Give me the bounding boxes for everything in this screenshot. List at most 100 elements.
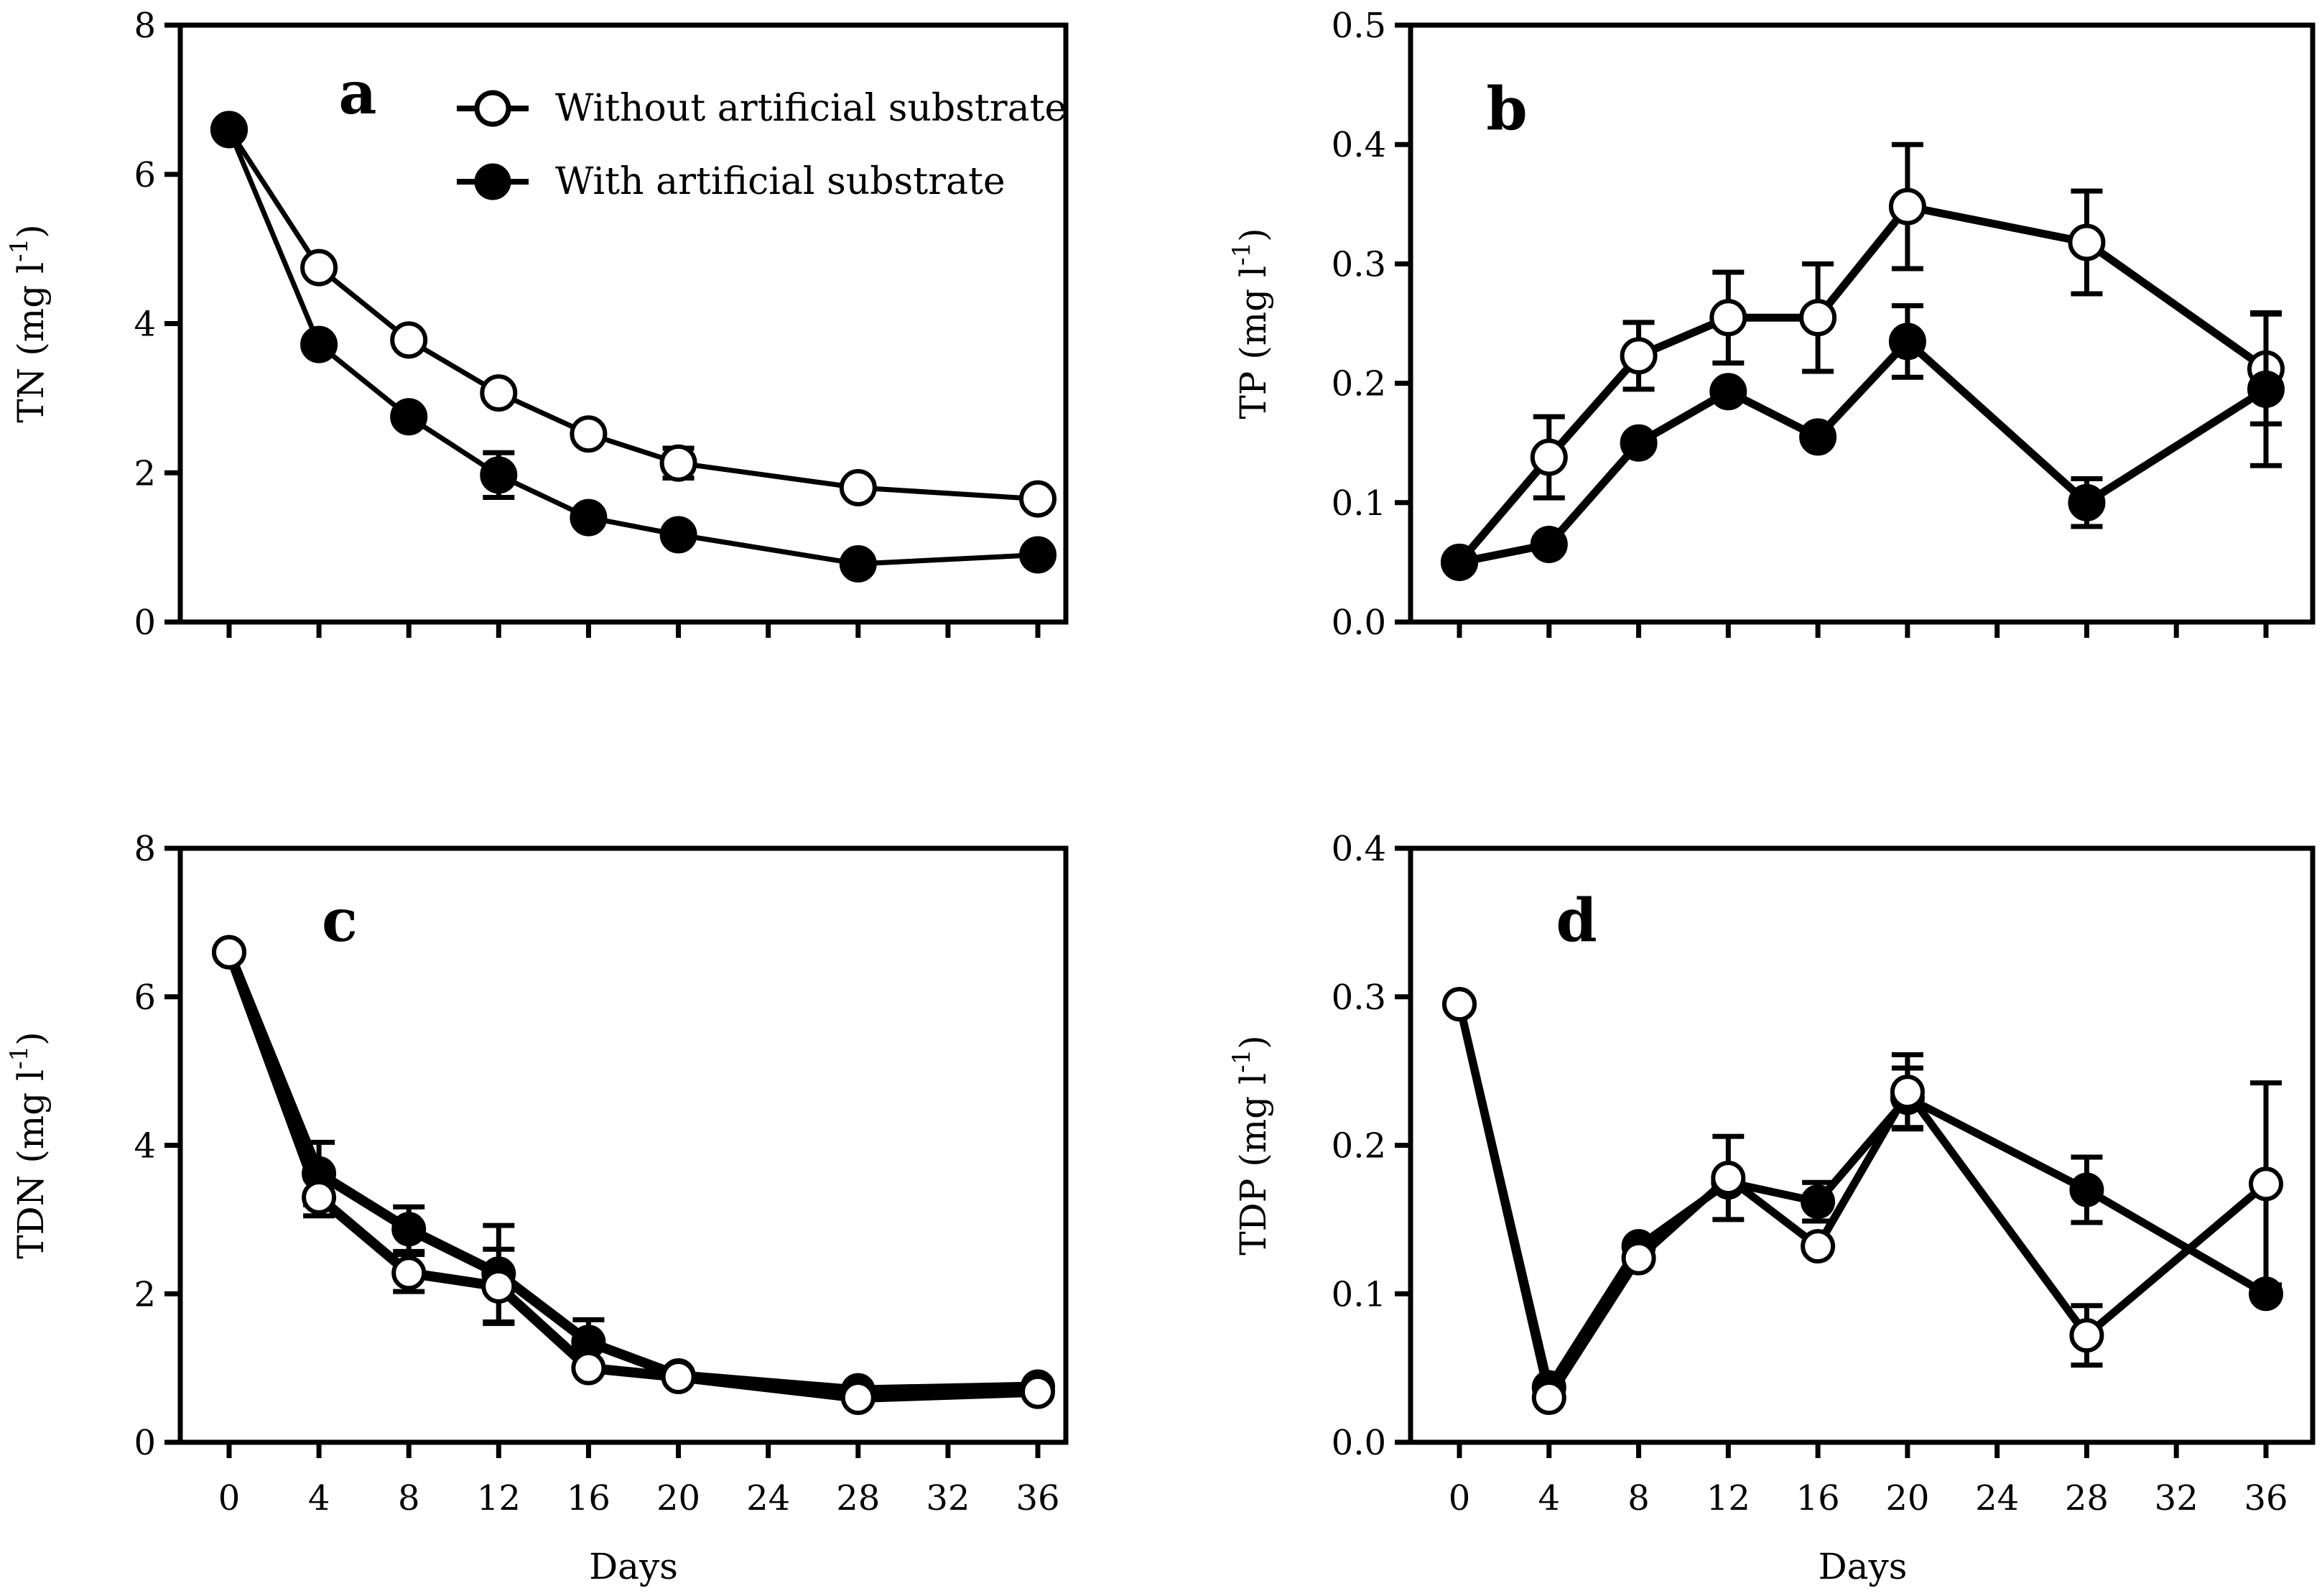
panel-c-y-title: TDN (mg l-1) <box>5 1031 52 1259</box>
panel-a-without-substrate-point <box>659 444 697 482</box>
panel-a-without-substrate-point <box>300 249 338 287</box>
panel-c-x-tick-label: 28 <box>836 1478 880 1518</box>
panel-b-without-substrate-point <box>1709 299 1747 337</box>
panel-d-x-tick-label: 16 <box>1796 1478 1840 1518</box>
legend-open-label: Without artificial substrate <box>555 87 1067 130</box>
panel-c-x-tick-label: 0 <box>218 1478 241 1518</box>
panel-b-y-tick-label: 0.4 <box>1332 125 1386 165</box>
panel-d-with-substrate-point <box>2069 1172 2104 1207</box>
panel-d-y-tick-label: 0.0 <box>1332 1423 1386 1463</box>
panel-a-without-substrate-point <box>390 321 428 359</box>
panel-d-without-substrate-point <box>1621 1240 1656 1276</box>
panel-c-label: c <box>322 886 358 955</box>
panel-d-without-substrate-point <box>2249 1166 2283 1202</box>
panel-a-without-substrate-point <box>839 469 877 506</box>
panel-d-with-substrate-point <box>1801 1184 1836 1220</box>
panel-d-x-tick-label: 4 <box>1538 1478 1561 1518</box>
panel-d-without-substrate-point <box>1890 1075 1925 1110</box>
panel-c-without-substrate-point <box>391 1256 427 1291</box>
panel-c-x-tick-label: 12 <box>477 1478 521 1518</box>
panel-b-with-substrate-point <box>2247 370 2285 408</box>
panel-b-label: b <box>1486 75 1527 144</box>
panel-a-without-substrate-point <box>480 374 518 412</box>
panel-c-x-tick-label: 8 <box>398 1478 420 1518</box>
panel-a-label: a <box>338 59 376 128</box>
panel-b-with-substrate-point <box>1441 543 1478 581</box>
panel-b-y-tick-label: 0.1 <box>1332 483 1386 524</box>
panel-b-frame <box>1408 22 2316 625</box>
panel-b-without-substrate-point <box>1620 337 1658 375</box>
panel-c-without-substrate-point <box>481 1268 516 1304</box>
panel-d: 0.0 0.1 0.2 0.3 0.4 0 4 8 12 16 20 24 28 32 36 Days TDP … <box>1227 829 2316 1587</box>
panel-a-y-tick-label: 2 <box>134 453 156 493</box>
panel-c-without-substrate-line <box>224 950 1039 1403</box>
panel-b-with-substrate-point <box>2068 483 2106 521</box>
panel-b-without-substrate-point <box>1799 299 1837 337</box>
panel-b-y-tick-label: 0.5 <box>1332 6 1386 46</box>
panel-a-y-title: TN (mg l-1) <box>5 224 52 422</box>
panel-d-x-tick-label: 12 <box>1706 1478 1750 1518</box>
panel-b-without-substrate-point <box>1530 438 1568 476</box>
panel-d-x-tick-label: 8 <box>1627 1478 1650 1518</box>
panel-c-without-substrate-point <box>571 1350 606 1386</box>
panel-c-x-tick-label: 32 <box>926 1478 970 1518</box>
panel-d-x-tick-label: 36 <box>2244 1478 2288 1518</box>
panel-a-with-substrate-point <box>390 398 428 436</box>
panel-d-y-title: TDP (mg l-1) <box>1227 1035 1274 1255</box>
panel-a-with-substrate-point <box>570 498 608 537</box>
panel-b-with-substrate-point <box>1888 323 1926 361</box>
panel-c-x-tick-label: 36 <box>1016 1478 1059 1518</box>
legend-open-marker <box>474 90 511 127</box>
panel-b-y-title: TP (mg l-1) <box>1227 228 1274 419</box>
panel-c-x-tick-label: 4 <box>308 1478 330 1518</box>
panel-c-without-substrate-point <box>212 934 246 970</box>
panel-a-y-tick-label: 4 <box>134 305 156 345</box>
panel-a-y-tick-label: 0 <box>134 603 156 643</box>
panel-a-with-substrate-point <box>480 456 518 494</box>
panel-d-x-tick-label: 28 <box>2065 1478 2109 1518</box>
panel-d-with-substrate-line <box>1455 1003 2268 1391</box>
panel-d-x-tick-label: 0 <box>1449 1478 1471 1518</box>
panel-d-without-substrate-line <box>1455 1003 2269 1402</box>
panel-a-with-substrate-point <box>1019 536 1056 574</box>
panel-a-with-substrate-point <box>300 325 338 363</box>
panel-a-with-substrate-point <box>839 545 877 583</box>
panel-a-without-substrate-point <box>570 415 608 453</box>
panel-a-y-tick-label: 8 <box>134 6 156 46</box>
panel-b-with-substrate-point <box>1709 373 1747 411</box>
panel-b: 0.0 0.1 0.2 0.3 0.4 0.5 TP (mg l-1) b <box>1227 6 2316 643</box>
panel-b-y-tick-label: 0.0 <box>1332 603 1386 643</box>
panel-c-without-substrate-point <box>840 1381 876 1415</box>
panel-c-y-tick-label: 8 <box>134 829 156 869</box>
legend: Without artificial substrate With artifi… <box>457 87 1067 203</box>
panel-c-without-substrate-point <box>302 1179 337 1215</box>
panel-b-with-substrate-point <box>1530 526 1568 563</box>
panel-b-without-substrate-point <box>1888 187 1926 226</box>
panel-d-without-substrate-point <box>1801 1229 1836 1264</box>
panel-c-x-title: Days <box>589 1546 678 1587</box>
legend-filled-label: With artificial substrate <box>555 160 1006 203</box>
panel-d-x-tick-label: 20 <box>1885 1478 1929 1518</box>
panel-d-x-tick-label: 24 <box>1975 1478 2019 1518</box>
panel-c-x-tick-label: 16 <box>567 1478 610 1518</box>
panel-a-with-substrate-line <box>226 129 1039 567</box>
panel-c-without-substrate-point <box>661 1360 696 1394</box>
panel-d-y-tick-label: 0.1 <box>1332 1274 1386 1314</box>
panel-d-y-tick-label: 0.2 <box>1332 1126 1386 1166</box>
panel-d-x-title: Days <box>1819 1546 1908 1587</box>
panel-d-without-substrate-point <box>2069 1318 2104 1353</box>
panel-b-without-substrate-line <box>1456 203 2269 565</box>
panel-c-x-tick-label: 20 <box>656 1478 700 1518</box>
panel-c-with-substrate-line <box>224 950 1039 1396</box>
panel-d-y-tick-label: 0.3 <box>1332 978 1386 1018</box>
panel-a: 0 2 4 6 8 TN (mg l-1) a <box>5 6 1069 643</box>
panel-c-y-tick-label: 6 <box>134 978 156 1018</box>
panel-a-with-substrate-point <box>210 111 248 149</box>
panel-d-without-substrate-point <box>1531 1381 1566 1415</box>
panel-d-without-substrate-point <box>1442 987 1477 1022</box>
panel-c-with-substrate-point <box>391 1212 427 1247</box>
legend-filled-marker <box>474 163 511 200</box>
